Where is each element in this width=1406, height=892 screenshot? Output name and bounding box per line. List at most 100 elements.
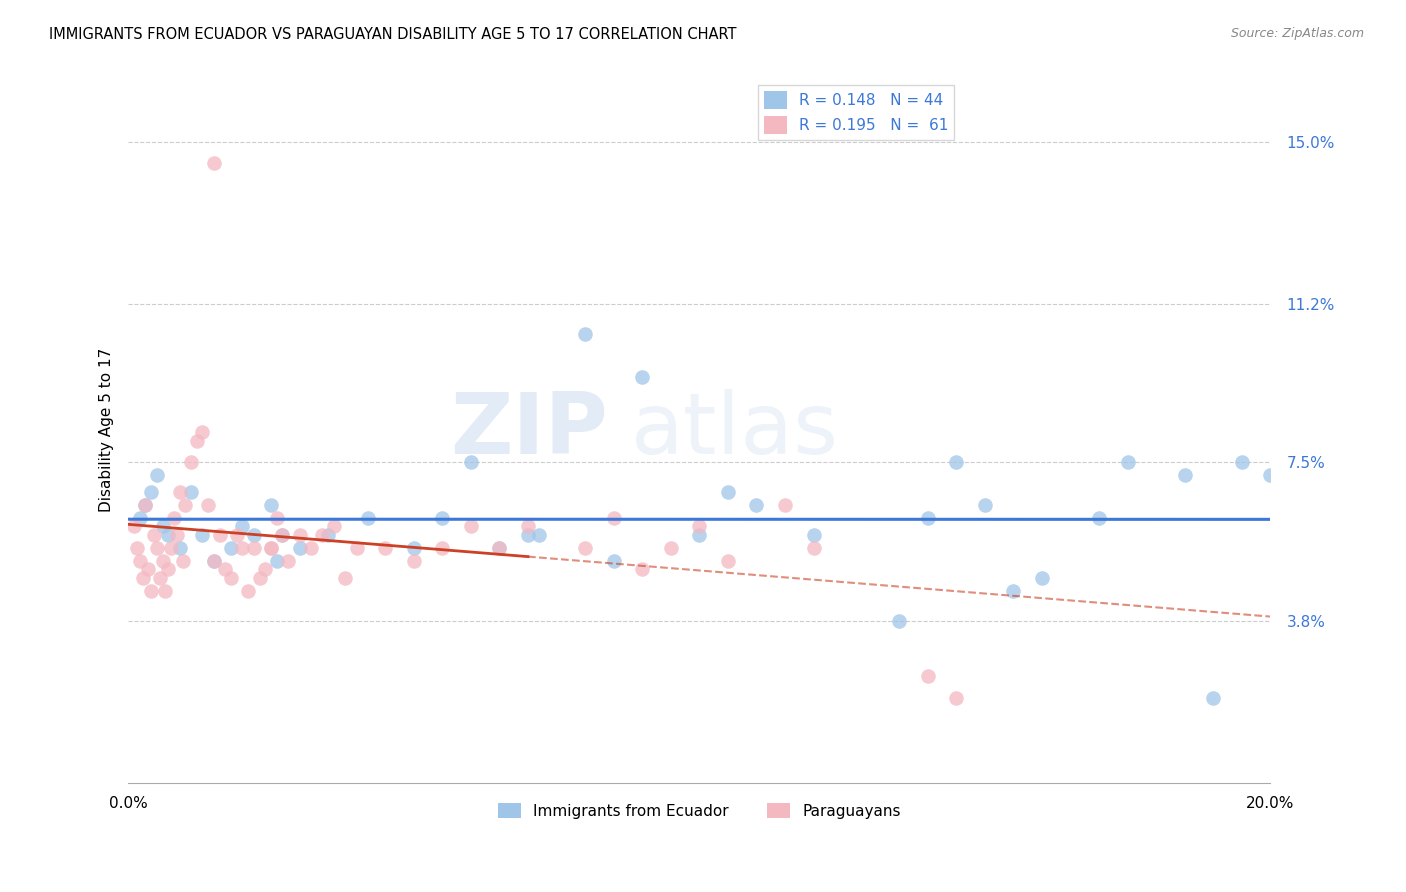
Point [157, 562, 180, 576]
Point [1230, 455, 1253, 469]
Point [225, 528, 247, 542]
Point [631, 369, 654, 384]
Point [142, 528, 165, 542]
Point [1116, 455, 1139, 469]
Point [316, 528, 339, 542]
Point [574, 326, 596, 341]
Point [602, 511, 624, 525]
Point [945, 690, 967, 705]
Point [160, 541, 183, 555]
Point [174, 498, 197, 512]
Point [803, 541, 825, 555]
Point [1174, 468, 1197, 483]
Point [574, 541, 596, 555]
Point [299, 541, 322, 555]
Point [238, 583, 260, 598]
Point [260, 541, 283, 555]
Point [260, 541, 283, 555]
Point [460, 455, 482, 469]
Point [169, 485, 191, 500]
Point [432, 541, 454, 555]
Point [1202, 690, 1225, 705]
Point [357, 511, 380, 525]
Point [136, 562, 159, 576]
Point [659, 541, 682, 555]
Point [945, 455, 967, 469]
Point [288, 541, 311, 555]
Point [169, 541, 191, 555]
Point [157, 528, 180, 542]
Point [517, 528, 540, 542]
Point [166, 528, 188, 542]
Point [1260, 468, 1282, 483]
Point [146, 541, 169, 555]
Point [917, 511, 939, 525]
Point [202, 554, 225, 568]
Text: atlas: atlas [631, 389, 839, 472]
Point [374, 541, 396, 555]
Point [717, 554, 740, 568]
Point [191, 425, 214, 440]
Point [602, 554, 624, 568]
Point [139, 485, 162, 500]
Point [128, 511, 150, 525]
Point [529, 528, 551, 542]
Point [254, 562, 277, 576]
Point [197, 498, 219, 512]
Point [271, 528, 294, 542]
Point [243, 528, 266, 542]
Point [1031, 571, 1053, 585]
Point [146, 468, 169, 483]
Point [717, 485, 740, 500]
Point [402, 554, 425, 568]
Point [134, 498, 156, 512]
Point [202, 156, 225, 170]
Point [266, 511, 288, 525]
Point [346, 541, 368, 555]
Legend: Immigrants from Ecuador, Paraguayans: Immigrants from Ecuador, Paraguayans [492, 797, 907, 825]
Point [202, 554, 225, 568]
Point [688, 519, 710, 533]
Point [214, 562, 236, 576]
Point [152, 554, 174, 568]
Point [335, 571, 357, 585]
Point [155, 583, 177, 598]
Point [889, 614, 911, 628]
Point [131, 571, 153, 585]
Point [186, 434, 208, 448]
Point [149, 571, 172, 585]
Point [1002, 583, 1025, 598]
Point [219, 571, 242, 585]
Point [745, 498, 768, 512]
Point [122, 519, 145, 533]
Point [191, 528, 214, 542]
Point [517, 519, 540, 533]
Point [277, 554, 299, 568]
Text: Source: ZipAtlas.com: Source: ZipAtlas.com [1230, 27, 1364, 40]
Point [488, 541, 510, 555]
Point [260, 498, 283, 512]
Point [128, 554, 150, 568]
Point [271, 528, 294, 542]
Point [773, 498, 796, 512]
Point [231, 541, 253, 555]
Point [311, 528, 333, 542]
Point [163, 511, 186, 525]
Point [231, 519, 253, 533]
Point [125, 541, 148, 555]
Point [139, 583, 162, 598]
Point [973, 498, 995, 512]
Point [402, 541, 425, 555]
Point [803, 528, 825, 542]
Point [688, 528, 710, 542]
Point [249, 571, 271, 585]
Point [180, 455, 202, 469]
Point [631, 562, 654, 576]
Point [152, 519, 174, 533]
Point [172, 554, 194, 568]
Point [288, 528, 311, 542]
Y-axis label: Disability Age 5 to 17: Disability Age 5 to 17 [100, 348, 114, 512]
Point [432, 511, 454, 525]
Point [243, 541, 266, 555]
Point [180, 485, 202, 500]
